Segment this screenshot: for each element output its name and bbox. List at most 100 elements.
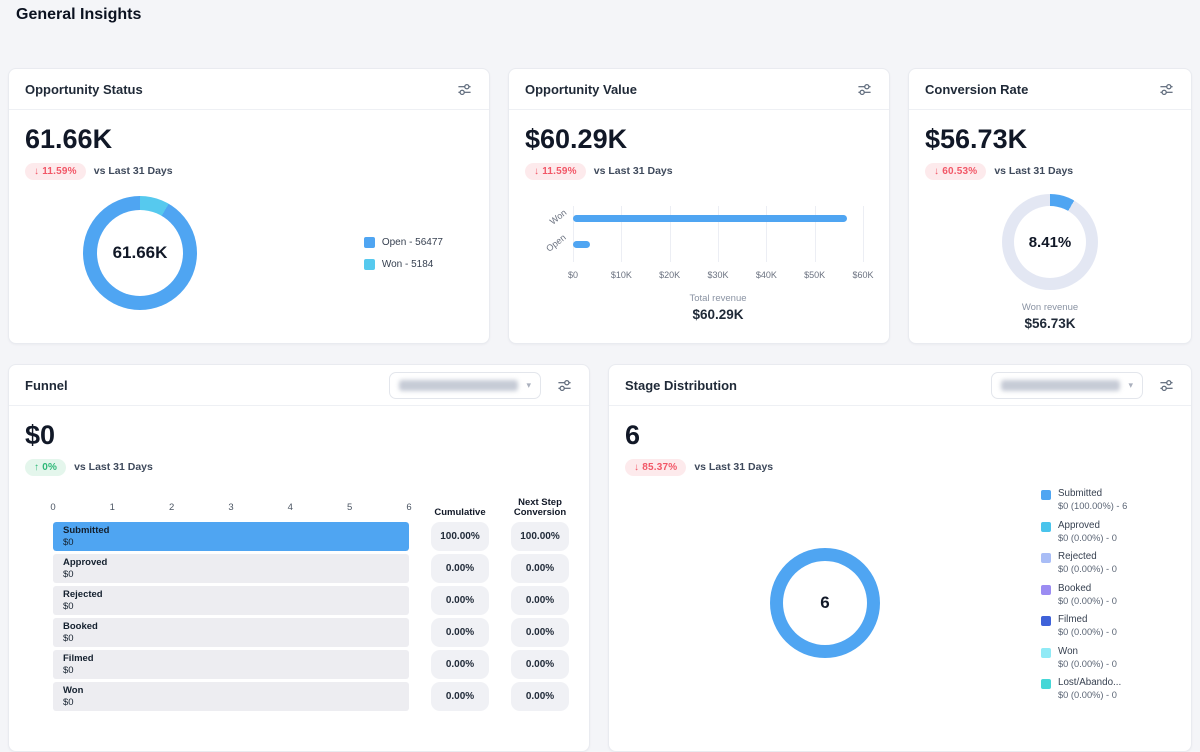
card-title: Funnel — [25, 377, 68, 393]
funnel-row-text: Won $0 — [53, 682, 409, 711]
gridline — [573, 206, 574, 262]
stage-distribution-donut: 6 — [770, 548, 880, 658]
funnel-bars: 0 1 2 3 4 5 6 Submitted $0 — [50, 498, 412, 711]
delta-percent: 0% — [42, 461, 58, 473]
bar-category-label: Open — [544, 232, 568, 254]
legend-swatch — [1041, 521, 1051, 532]
next-step-cell: 0.00% — [511, 650, 569, 679]
opportunity-status-card: Opportunity Status 61.66K ↓ 11.59% vs La… — [8, 68, 490, 344]
funnel-filter-dropdown[interactable]: ▾ — [389, 371, 541, 399]
funnel-row-submitted: Submitted $0 — [53, 522, 409, 551]
gridline — [669, 206, 671, 262]
legend-label: Won — [1058, 645, 1078, 657]
legend-item-approved[interactable]: Approved $0 (0.00%) - 0 — [1041, 520, 1181, 544]
chevron-down-icon: ▾ — [526, 379, 531, 390]
tick-label: $10K — [610, 270, 632, 280]
gridline — [718, 206, 719, 262]
donut-chart-area: 6 Submitted $0 (100.00%) - 6 Approved $0… — [609, 476, 1191, 701]
tick-label: $30K — [707, 270, 729, 280]
chart-footer: Total revenue $60.29K — [573, 293, 863, 322]
metric-value: 6 — [625, 420, 641, 450]
legend-item-open[interactable]: Open - 56477 — [363, 236, 443, 248]
tick-label: 5 — [347, 502, 353, 513]
legend-label: Approved — [1058, 519, 1100, 531]
sliders-icon — [1159, 379, 1173, 391]
delta-row: ↓ 11.59% vs Last 31 Days — [525, 162, 873, 180]
legend-detail: $0 (0.00%) - 0 — [1058, 532, 1117, 543]
tick-label: $60K — [852, 270, 874, 280]
stage-name: Rejected — [63, 589, 103, 600]
legend-item-won[interactable]: Won - 5184 — [363, 258, 443, 270]
stage-filter-dropdown[interactable]: ▾ — [991, 371, 1143, 399]
donut-center-label: 61.66K — [97, 210, 183, 296]
delta-badge: ↓ 60.53% — [925, 162, 987, 180]
opportunity-value-card: Opportunity Value $60.29K ↓ 11.59% vs La… — [508, 68, 890, 344]
delta-row: ↓ 85.37% vs Last 31 Days — [625, 458, 1175, 476]
legend-text: Won $0 (0.00%) - 0 — [1058, 646, 1117, 670]
legend-label: Rejected — [1058, 551, 1097, 562]
funnel-row-text: Approved $0 — [53, 554, 409, 583]
legend-swatch — [1041, 490, 1051, 500]
tick-label: 6 — [406, 502, 412, 513]
next-step-conversion-column: Next Step Conversion 100.00% 0.00% 0.00%… — [511, 498, 569, 711]
stage-name: Booked — [63, 621, 98, 632]
column-header: Next Step Conversion — [513, 497, 567, 518]
legend-swatch — [1041, 553, 1051, 563]
legend-item-rejected[interactable]: Rejected $0 (0.00%) - 0 — [1041, 551, 1181, 575]
chart-settings-button[interactable] — [455, 80, 473, 98]
gridline — [621, 206, 623, 262]
dropdown-selected-value-blurred — [1001, 379, 1121, 391]
header-controls: ▾ — [991, 371, 1175, 399]
cumulative-cell: 0.00% — [431, 650, 489, 679]
funnel-rows: Submitted $0 Approved $0 Rejected $0 — [53, 522, 409, 711]
chart-footer: Won revenue $56.73K — [1022, 302, 1078, 331]
card-header: Conversion Rate — [909, 69, 1191, 110]
gridline — [814, 206, 816, 262]
stage-distribution-card: Stage Distribution ▾ 6 ↓ 85.37% vs Last … — [608, 364, 1192, 752]
cumulative-cell: 100.00% — [431, 522, 489, 551]
funnel-chart-area: 0 1 2 3 4 5 6 Submitted $0 — [50, 498, 569, 711]
legend-detail: $0 (0.00%) - 0 — [1058, 564, 1117, 574]
funnel-card: Funnel ▾ $0 ↑ 0% vs Last 31 Days — [8, 364, 590, 752]
chevron-down-icon: ▾ — [1128, 379, 1133, 390]
funnel-row-text: Filmed $0 — [53, 650, 409, 679]
sliders-icon — [557, 379, 571, 391]
legend-text: Lost/Abando... $0 (0.00%) - 0 — [1058, 677, 1121, 701]
funnel-row-approved: Approved $0 — [53, 554, 409, 583]
legend-item-lost-abandoned[interactable]: Lost/Abando... $0 (0.00%) - 0 — [1041, 677, 1181, 701]
legend-text: Booked $0 (0.00%) - 0 — [1058, 583, 1117, 607]
cumulative-cells: 100.00% 0.00% 0.00% 0.00% 0.00% 0.00% — [431, 522, 489, 711]
comparison-label: vs Last 31 Days — [93, 165, 173, 177]
chart-settings-button[interactable] — [555, 376, 573, 394]
funnel-row-text: Submitted $0 — [53, 522, 409, 551]
donut-wrap: 6 — [609, 476, 1041, 701]
legend-item-booked[interactable]: Booked $0 (0.00%) - 0 — [1041, 583, 1181, 607]
footer-label: Total revenue — [689, 293, 747, 304]
next-step-cell: 0.00% — [511, 586, 569, 615]
delta-badge: ↑ 0% — [25, 458, 67, 476]
trend-down-icon: ↓ — [534, 165, 540, 177]
tick-label: $40K — [755, 270, 777, 280]
conversion-rate-card: Conversion Rate $56.73K ↓ 60.53% vs Last… — [908, 68, 1192, 344]
metric-value: $56.73K — [925, 124, 1028, 154]
header-controls: ▾ — [389, 371, 573, 399]
stage-name: Won — [63, 685, 84, 696]
next-step-cell: 0.00% — [511, 682, 569, 711]
gauge-chart-area: 8.41% Won revenue $56.73K — [909, 194, 1191, 331]
bar-won — [573, 215, 848, 222]
card-header: Stage Distribution ▾ — [609, 365, 1191, 406]
legend-detail: $0 (0.00%) - 0 — [1058, 595, 1117, 606]
chart-legend: Submitted $0 (100.00%) - 6 Approved $0 (… — [1041, 476, 1191, 701]
legend-swatch — [1041, 616, 1051, 626]
legend-item-filmed[interactable]: Filmed $0 (0.00%) - 0 — [1041, 614, 1181, 638]
chart-settings-button[interactable] — [855, 80, 873, 98]
chart-settings-button[interactable] — [1157, 376, 1175, 394]
comparison-label: vs Last 31 Days — [994, 165, 1074, 177]
footer-value: $56.73K — [1024, 316, 1076, 331]
legend-item-won[interactable]: Won $0 (0.00%) - 0 — [1041, 646, 1181, 670]
legend-label: Filmed — [1058, 614, 1088, 625]
chart-settings-button[interactable] — [1157, 80, 1175, 98]
footer-value: $60.29K — [692, 307, 744, 322]
legend-item-submitted[interactable]: Submitted $0 (100.00%) - 6 — [1041, 488, 1181, 512]
comparison-label: vs Last 31 Days — [74, 461, 153, 473]
